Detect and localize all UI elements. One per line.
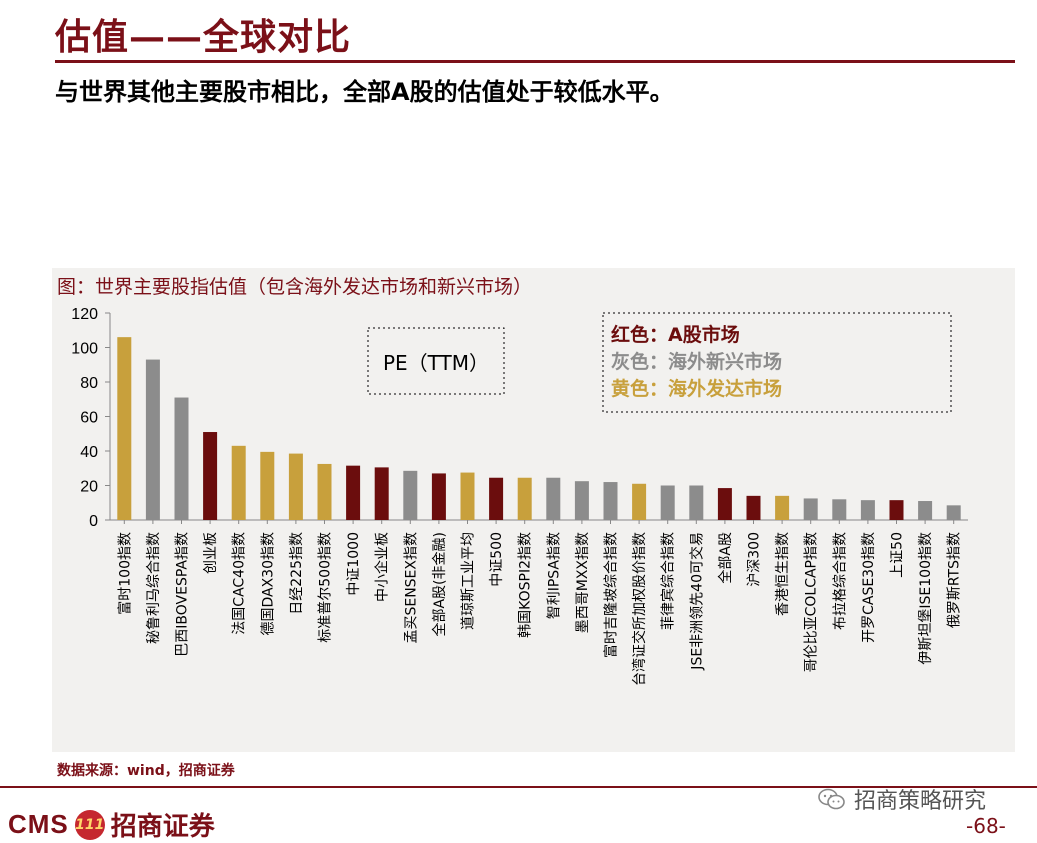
bar [460, 472, 475, 520]
metric-box: PE（TTM） [367, 327, 505, 395]
data-source: 数据来源：wind，招商证券 [57, 763, 235, 779]
slide-subtitle: 与世界其他主要股市相比，全部A股的估值处于较低水平。 [55, 78, 674, 106]
chart-title: 图：世界主要股指估值（包含海外发达市场和新兴市场） [57, 276, 533, 298]
bar [775, 495, 790, 520]
bar [689, 485, 704, 520]
brand-name: 招商证券 [110, 812, 215, 842]
y-tick-label: 80 [80, 375, 98, 392]
bar [603, 482, 618, 520]
metric-label: PE（TTM） [383, 351, 489, 375]
legend-border [602, 312, 952, 413]
footer-rule [0, 786, 1037, 788]
y-tick-label: 120 [71, 306, 98, 323]
y-tick-label: 20 [80, 479, 98, 496]
bar [832, 499, 847, 520]
bar [517, 477, 532, 520]
bar-layer [117, 337, 961, 520]
y-tick-label: 100 [71, 341, 98, 358]
bar [860, 500, 875, 520]
x-tick-label: 中证1000 [346, 532, 362, 596]
bar [231, 445, 246, 520]
x-tick-label: 孟买SENSEX指数 [403, 532, 419, 644]
x-tick-label: 创业板 [203, 532, 219, 574]
wechat-icon [818, 788, 845, 810]
bar [346, 465, 361, 520]
x-tick-label: 智利IPSA指数 [546, 532, 562, 619]
x-tick-label: 开罗CASE30指数 [861, 532, 877, 643]
bar [918, 501, 933, 520]
x-tick-label: 道琼斯工业平均 [461, 532, 477, 630]
x-tick-label: 全部A股 [717, 532, 734, 584]
bar [174, 397, 189, 520]
bar [660, 485, 675, 520]
brand-badge-icon: 111 [74, 809, 105, 840]
x-tick-label: 布拉格综合指数 [832, 532, 848, 630]
x-tick-label: 中小企业板 [374, 532, 391, 602]
y-tick-label: 60 [80, 410, 98, 427]
x-tick-label: 中证500 [489, 532, 505, 587]
bar [288, 453, 303, 520]
category-labels: 富时100指数 秘鲁利马综合指数 巴西IBOVESPA指数 创业板 法国CAC40指数德… [116, 532, 962, 686]
brand-cms: CMS [8, 809, 69, 839]
x-tick-label: 日经225指数 [289, 532, 305, 615]
wechat-watermark: 招商策略研究 [818, 783, 986, 815]
bar [746, 495, 761, 520]
page-number: -68- [966, 814, 1006, 838]
bar [803, 498, 818, 520]
legend-entry: 黄色：海外发达市场 [611, 377, 782, 400]
bar [203, 432, 218, 520]
bar [374, 467, 389, 520]
legend-entry: 红色：A股市场 [611, 323, 740, 346]
bar [574, 481, 589, 520]
axis-layer: 0 20 40 60 80 100 120 [71, 306, 968, 530]
y-tick-label: 0 [89, 513, 98, 530]
x-tick-label: 巴西IBOVESPA指数 [175, 532, 191, 657]
metric-box-border [367, 327, 505, 395]
bar [403, 470, 418, 520]
slide-title: 估值——全球对比 [55, 16, 352, 58]
brand-logo: CMS 111 招商证券 [8, 806, 215, 843]
x-tick-label: 富时吉隆坡综合指数 [603, 532, 620, 658]
x-tick-label: 伊斯坦堡ISE100指数 [918, 532, 934, 665]
wechat-label: 招商策略研究 [854, 789, 987, 814]
x-tick-label: 上证50 [890, 532, 906, 578]
bar [889, 500, 904, 520]
x-tick-label: 富时100指数 [116, 532, 133, 615]
x-tick-label: 香港恒生指数 [775, 532, 791, 616]
x-tick-label: 沪深300 [747, 532, 763, 587]
x-tick-label: JSE非洲领先40可交易 [688, 532, 705, 671]
bar [260, 451, 275, 520]
bar [117, 337, 132, 520]
x-tick-label: 墨西哥MXX指数 [575, 532, 591, 633]
title-rule [55, 60, 1015, 63]
x-tick-label: 菲律宾综合指数 [661, 532, 677, 630]
legend-entry: 灰色：海外新兴市场 [611, 350, 782, 373]
bar [546, 477, 561, 520]
bar [145, 359, 160, 520]
x-tick-label: 台湾证交所加权股价指数 [631, 532, 648, 686]
bar [632, 483, 647, 520]
x-tick-label: 俄罗斯RTS指数 [947, 532, 963, 628]
x-tick-label: 标准普尔500指数 [318, 532, 334, 643]
bar [717, 488, 732, 520]
bar [946, 505, 961, 520]
bar [489, 477, 504, 520]
bar [431, 473, 446, 520]
x-tick-label: 法国CAC40指数 [232, 532, 248, 635]
bar [317, 463, 332, 520]
x-tick-label: 韩国KOSPI2指数 [518, 532, 534, 638]
y-tick-label: 40 [80, 444, 98, 461]
x-tick-label: 哥伦比亚COLCAP指数 [804, 532, 820, 672]
x-tick-label: 秘鲁利马综合指数 [146, 532, 162, 644]
x-tick-label: 德国DAX30指数 [260, 532, 276, 636]
x-tick-label: 全部A股(非金融) [431, 532, 448, 637]
